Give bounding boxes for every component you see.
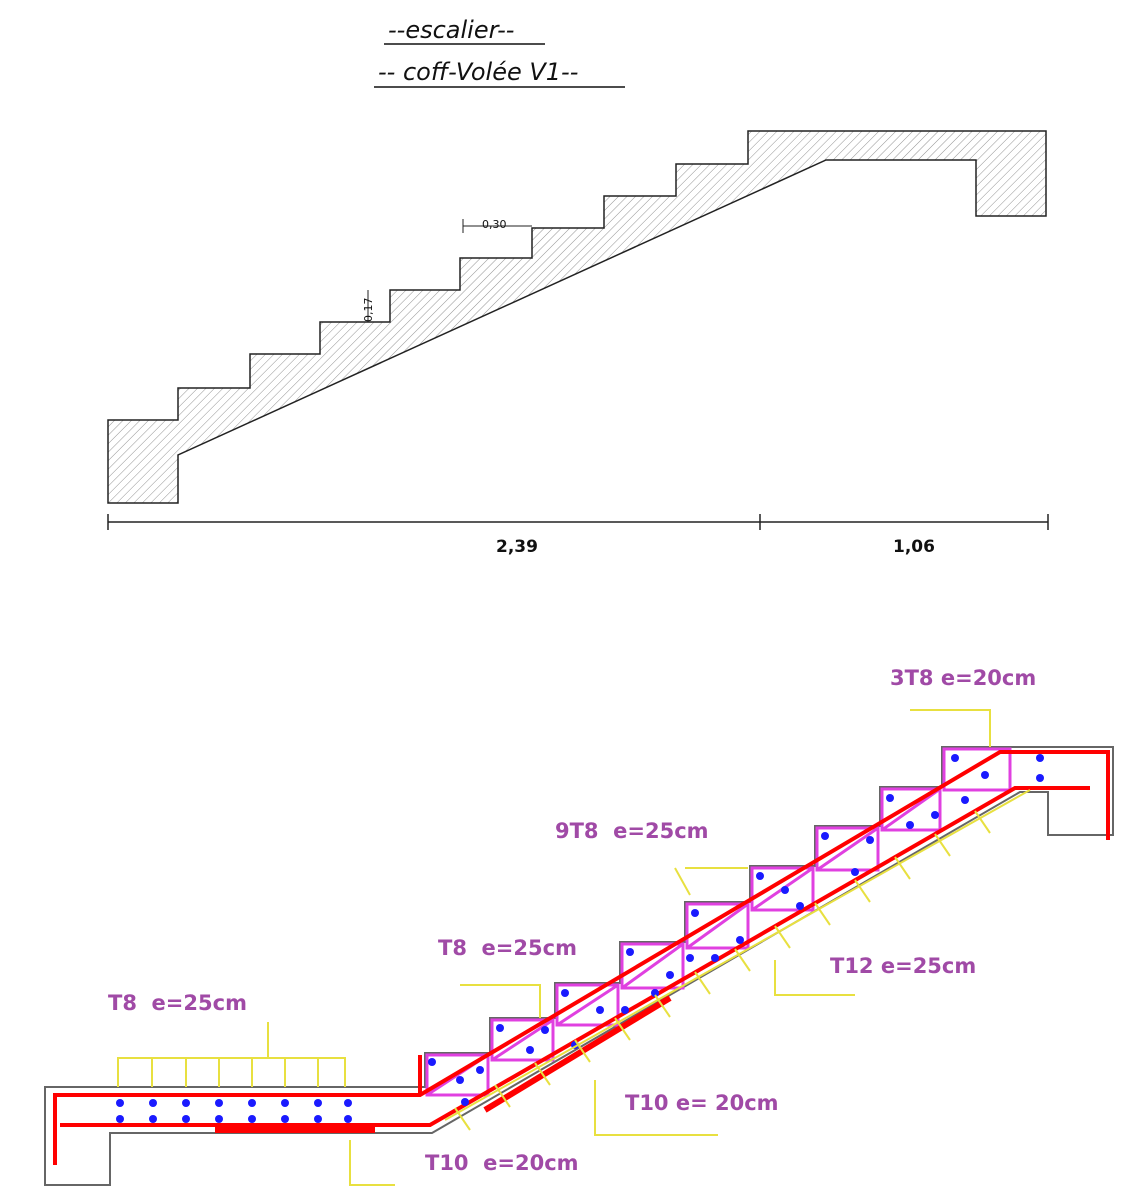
step-stirrups [427, 749, 1010, 1095]
tread-dim: 0,30 [482, 218, 507, 231]
rebar-label: T10 e= 20cm [625, 1091, 779, 1115]
rebar-label: T8 e=25cm [108, 991, 247, 1015]
run-dim: 2,39 [496, 537, 538, 557]
drawing: --escalier-- -- coff-Volée V1-- 0,30 0,1… [0, 0, 1136, 1187]
landing-dim: 1,06 [893, 537, 935, 557]
rebar-label: T10 e=20cm [425, 1151, 579, 1175]
page: --escalier-- -- coff-Volée V1-- 0,30 0,1… [0, 0, 1136, 1187]
rebar-label: 9T8 e=25cm [555, 819, 709, 843]
rebar-label: T12 e=25cm [830, 954, 976, 978]
rebar-label: T8 e=25cm [438, 936, 577, 960]
riser-dim: 0,17 [362, 298, 375, 323]
stair-section [108, 131, 1046, 503]
subtitle: -- coff-Volée V1-- [378, 58, 578, 86]
title: --escalier-- [388, 16, 514, 44]
rebar-label: 3T8 e=20cm [890, 666, 1036, 690]
